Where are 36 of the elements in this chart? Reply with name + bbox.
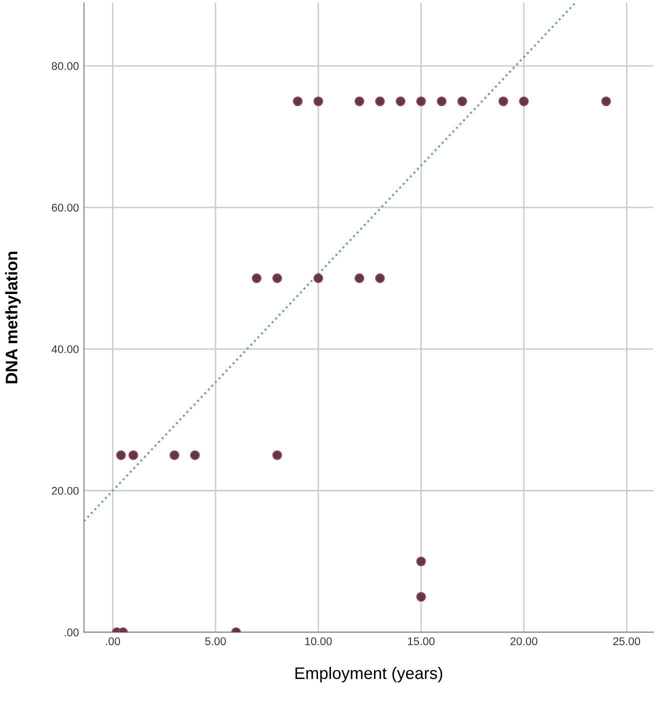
point <box>375 273 385 284</box>
x-tick-label: 10.00 <box>305 637 332 646</box>
point <box>313 273 324 284</box>
point <box>354 96 364 106</box>
point <box>498 96 508 106</box>
point <box>416 556 426 566</box>
point <box>116 450 126 460</box>
x-tick-label: .00 <box>106 637 120 646</box>
x-tick-label: 20.00 <box>510 637 538 646</box>
point <box>190 450 200 460</box>
y-tick-label: 80.00 <box>52 62 79 70</box>
point <box>436 96 446 106</box>
y-tick-label: 20.00 <box>52 486 79 495</box>
point <box>396 96 406 106</box>
y-tick-label: 60.00 <box>52 204 79 212</box>
y-tick-label: .00 <box>64 628 79 636</box>
point <box>519 96 529 106</box>
point <box>354 273 364 284</box>
point <box>170 450 180 460</box>
y-tick-label: 40.00 <box>52 345 79 354</box>
x-tick-label: 15.00 <box>408 637 435 646</box>
point <box>292 96 303 106</box>
point <box>457 96 468 106</box>
x-tick-label: 5.00 <box>205 637 226 646</box>
point <box>313 96 324 106</box>
point <box>272 273 282 284</box>
point <box>272 450 282 460</box>
x-axis-title: Employment (years) <box>295 666 442 682</box>
point <box>601 96 611 106</box>
point <box>375 96 385 106</box>
x-tick-label: 25.00 <box>613 637 640 646</box>
point <box>416 592 426 602</box>
point <box>416 96 426 106</box>
point <box>252 273 262 284</box>
point <box>128 450 138 460</box>
y-axis-title: DNA methylation <box>5 252 21 384</box>
